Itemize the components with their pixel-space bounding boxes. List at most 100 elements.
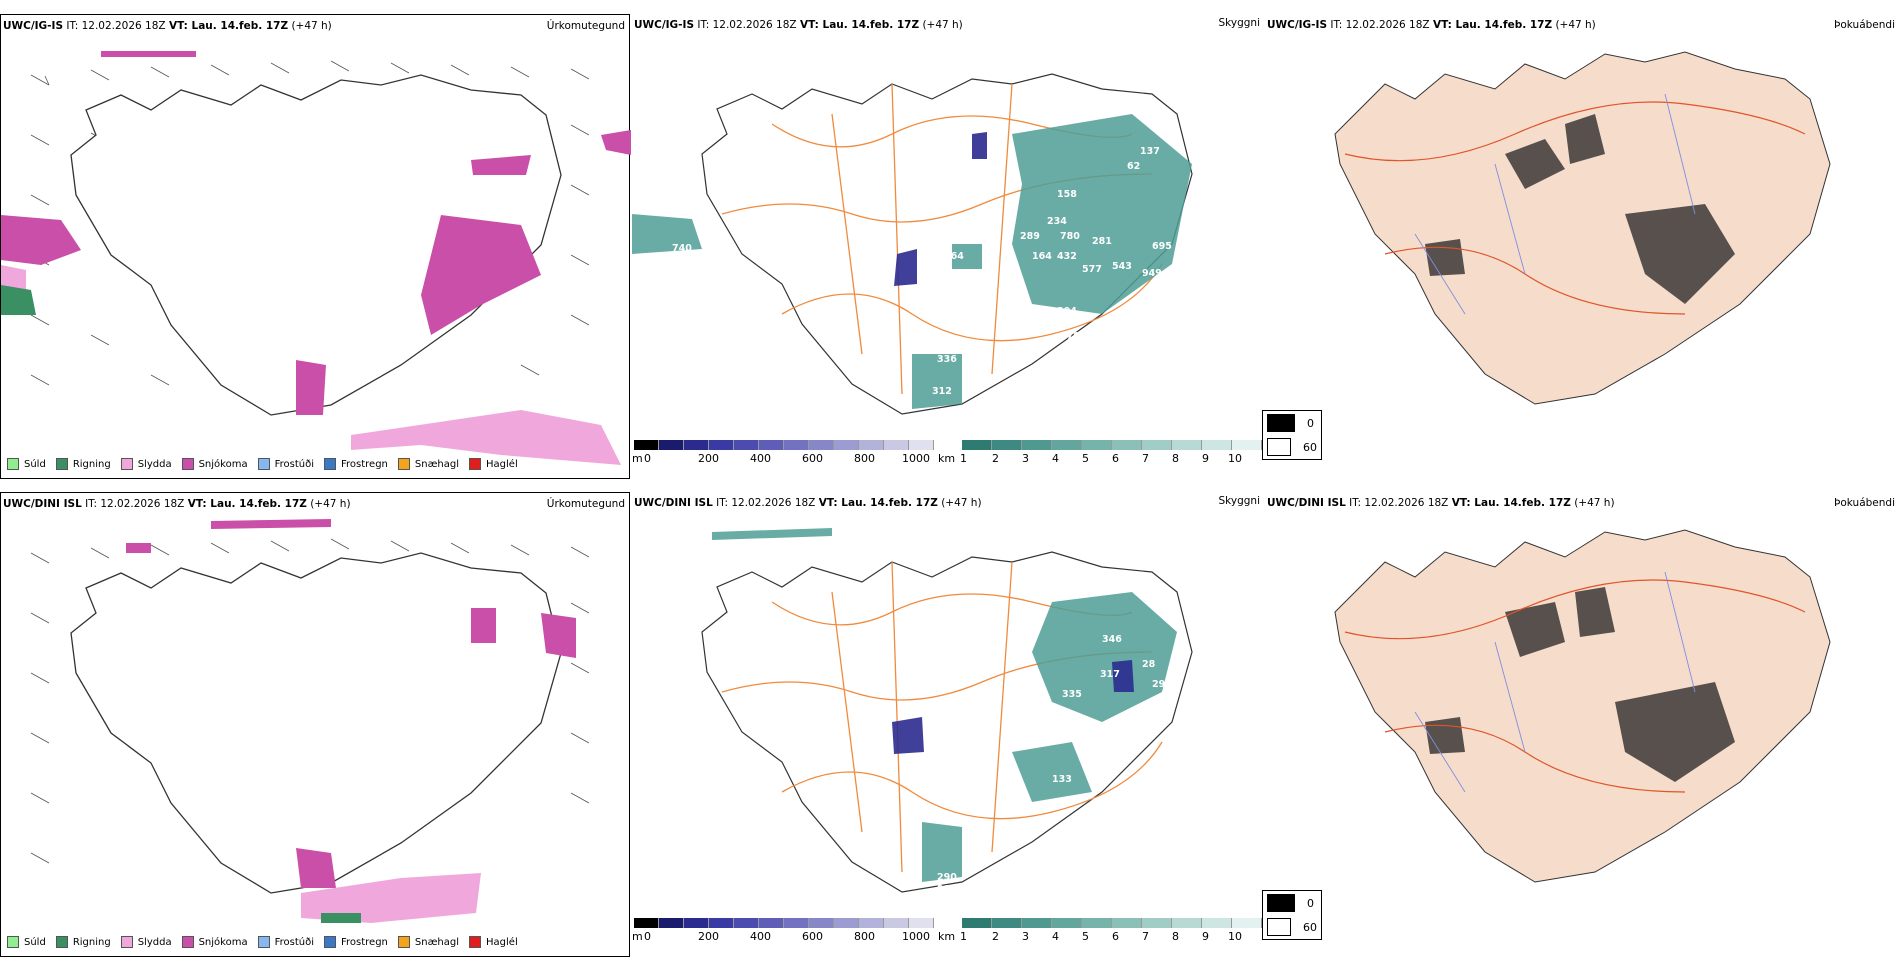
peak-label: 158 bbox=[1057, 189, 1077, 200]
snow-areas bbox=[126, 519, 576, 888]
legend-item-freezing-rain: Frostregn bbox=[324, 458, 392, 470]
visibility-colorbar bbox=[962, 918, 1292, 928]
visibility-colorbar bbox=[962, 440, 1292, 450]
colorbar-segment bbox=[759, 440, 784, 450]
rivers bbox=[1414, 571, 1696, 793]
legend-item-freezing-drizzle: Frostúði bbox=[257, 458, 318, 470]
colorbar-segment bbox=[1022, 440, 1052, 450]
precip-type-panel-row2: UWC/DINI ISL IT: 12.02.2026 18Z VT: Lau.… bbox=[0, 492, 630, 957]
colorbar-segment bbox=[784, 440, 809, 450]
legend-item-hail: Haglél bbox=[469, 458, 522, 470]
legend-item-snow-grains: Snæhagl bbox=[397, 936, 463, 948]
panel-title: UWC/IG-IS IT: 12.02.2026 18Z VT: Lau. 14… bbox=[1267, 19, 1596, 31]
colorbar-segment bbox=[1142, 918, 1172, 928]
legend-item-freezing-drizzle: Frostúði bbox=[257, 936, 318, 948]
iceland-terrain bbox=[1334, 51, 1831, 405]
snow-areas bbox=[1, 51, 631, 415]
peak-label: 949 bbox=[1142, 268, 1162, 279]
peak-label: 133 bbox=[1052, 774, 1072, 785]
rain-area bbox=[1, 285, 36, 315]
cloud-base-colorbar bbox=[634, 918, 934, 928]
peak-label: 312 bbox=[932, 386, 952, 397]
peak-label: 543 bbox=[1112, 261, 1132, 272]
colorbar-segment bbox=[992, 918, 1022, 928]
colorbar-segment bbox=[992, 440, 1022, 450]
sleet-areas bbox=[301, 873, 481, 923]
peak-label: 695 bbox=[1152, 241, 1172, 252]
colorbar-segment bbox=[634, 918, 659, 928]
precip-type-map bbox=[30, 519, 590, 923]
colorbar-segment bbox=[1112, 918, 1142, 928]
colorbar-segment bbox=[1082, 440, 1112, 450]
colorbar-segment bbox=[684, 440, 709, 450]
precip-type-panel-row1: UWC/IG-IS IT: 12.02.2026 18Z VT: Lau. 14… bbox=[0, 14, 631, 479]
fog-map bbox=[1334, 529, 1831, 883]
legend-item-sleet: Slydda bbox=[120, 458, 176, 470]
peak-label: 270 bbox=[1060, 331, 1080, 342]
colorbar-segment bbox=[909, 918, 934, 928]
fog-panel-row2: UWC/DINI ISL IT: 12.02.2026 18Z VT: Lau.… bbox=[1265, 492, 1895, 957]
cloud-base-colorbar bbox=[634, 440, 934, 450]
fog-legend-row2: 0 60 bbox=[1262, 890, 1322, 940]
peak-label: 292 bbox=[1152, 679, 1172, 690]
colorbar-segment bbox=[784, 918, 809, 928]
legend-item-rain: Rigning bbox=[55, 458, 115, 470]
peak-label: 432 bbox=[1057, 251, 1077, 262]
peak-label: 284 bbox=[937, 884, 957, 895]
legend-item-snow-grains: Snæhagl bbox=[397, 458, 463, 470]
colorbar-segment bbox=[1172, 918, 1202, 928]
legend-item-snow: Snjókoma bbox=[181, 936, 252, 948]
colorbar-segment bbox=[1172, 440, 1202, 450]
panel-title: UWC/DINI ISL IT: 12.02.2026 18Z VT: Lau.… bbox=[1267, 497, 1615, 509]
roads bbox=[1344, 101, 1806, 315]
colorbar-segment bbox=[962, 918, 992, 928]
peak-label: 10 bbox=[972, 186, 986, 197]
cloud-base-labels: m 0 200 400 600 800 1000 bbox=[632, 452, 930, 465]
peak-label: 21 bbox=[1117, 734, 1130, 745]
colorbar-segment bbox=[1232, 440, 1262, 450]
colorbar-segment bbox=[684, 918, 709, 928]
peak-label: 28 bbox=[1142, 659, 1156, 670]
peak-label: 346 bbox=[1102, 634, 1122, 645]
colorbar-segment bbox=[659, 440, 684, 450]
colorbar-segment bbox=[1112, 440, 1142, 450]
roads bbox=[1344, 579, 1806, 793]
legend-item-rain: Rigning bbox=[55, 936, 115, 948]
panel-title: UWC/DINI ISL IT: 12.02.2026 18Z VT: Lau.… bbox=[3, 498, 351, 510]
legend-item-drizzle: Súld bbox=[7, 936, 50, 948]
fog-map bbox=[1334, 51, 1831, 405]
panel-title: UWC/IG-IS IT: 12.02.2026 18Z VT: Lau. 14… bbox=[3, 20, 332, 32]
peak-label: 62 bbox=[1127, 161, 1140, 172]
fog-legend-row1: 0 60 bbox=[1262, 410, 1322, 460]
peak-label: 577 bbox=[1082, 264, 1102, 275]
colorbar-segment bbox=[834, 440, 859, 450]
precip-type-map bbox=[1, 51, 631, 465]
cloud-base-low-areas bbox=[892, 660, 1134, 754]
colorbar-segment bbox=[659, 918, 684, 928]
precip-legend: Súld Rigning Slydda Snjókoma Frostúði Fr… bbox=[7, 936, 522, 948]
peak-labels: 740 10 158 234 289 780 281 164 432 543 5… bbox=[672, 146, 1172, 397]
peak-label: 780 bbox=[1060, 231, 1080, 242]
peak-label: 335 bbox=[1062, 689, 1082, 700]
colorbar-segment bbox=[859, 918, 884, 928]
cloud-base-labels: m 0 200 400 600 800 1000 bbox=[632, 930, 930, 943]
colorbar-segment bbox=[1232, 918, 1262, 928]
legend-item-hail: Haglél bbox=[469, 936, 522, 948]
iceland-terrain bbox=[1334, 529, 1831, 883]
colorbar-segment bbox=[1052, 918, 1082, 928]
colorbar-segment bbox=[834, 918, 859, 928]
peak-label: 317 bbox=[1100, 669, 1120, 680]
iceland-coast bbox=[70, 552, 562, 894]
peak-label: 137 bbox=[1140, 146, 1160, 157]
colorbar-segment bbox=[909, 440, 934, 450]
colorbar-segment bbox=[634, 440, 659, 450]
visibility-map: 740 10 158 234 289 780 281 164 432 543 5… bbox=[632, 73, 1193, 415]
colorbar-segment bbox=[1022, 918, 1052, 928]
panel-type-label: Þokuábendi bbox=[1834, 497, 1895, 509]
peak-label: 290 bbox=[937, 872, 957, 883]
colorbar-segment bbox=[709, 918, 734, 928]
colorbar-segment bbox=[1202, 918, 1232, 928]
peak-label: 304 bbox=[1057, 306, 1077, 317]
colorbar-segment bbox=[759, 918, 784, 928]
peak-label: 264 bbox=[944, 251, 964, 262]
